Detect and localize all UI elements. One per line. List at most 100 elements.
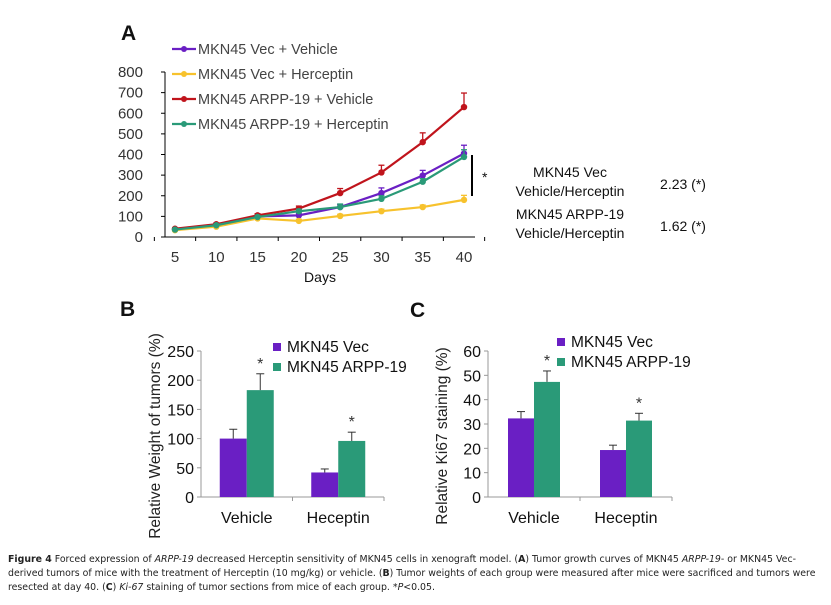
legend-item: MKN45 ARPP-19 xyxy=(273,359,407,376)
y-tick-label: 400 xyxy=(118,147,143,164)
legend-marker xyxy=(181,71,187,77)
x-tick-label: 40 xyxy=(456,249,473,266)
y-tick-label: 0 xyxy=(185,490,194,507)
data-point xyxy=(171,226,179,233)
caption-text: - or MKN45 Vec-derived tumors of mice wi… xyxy=(8,554,796,579)
data-point xyxy=(460,196,468,204)
y-tick-label: 0 xyxy=(135,229,143,246)
legend-label: MKN45 Vec + Vehicle xyxy=(198,42,338,58)
y-tick-label: 200 xyxy=(167,373,194,390)
y-tick-label: 50 xyxy=(176,461,194,478)
legend-swatch xyxy=(273,343,281,351)
caption-text: <0.05. xyxy=(403,582,435,593)
data-point xyxy=(419,203,426,211)
x-tick-label: 5 xyxy=(171,249,179,266)
data-point xyxy=(336,203,344,211)
caption-text: ) Tumor growth curves of MKN45 xyxy=(525,554,682,565)
y-tick-label: 20 xyxy=(463,441,481,458)
data-point xyxy=(419,138,426,146)
data-point xyxy=(254,213,261,221)
annotation-group-label: MKN45 Vec xyxy=(533,164,607,180)
y-axis-title: Relative Weight of tumors (%) xyxy=(147,333,164,539)
panel-label-a: A xyxy=(121,22,136,45)
y-tick-label: 500 xyxy=(118,126,143,143)
legend-label: MKN45 ARPP-19 xyxy=(287,359,407,376)
x-tick-label: Heceptin xyxy=(307,510,370,527)
y-tick-label: 200 xyxy=(118,188,143,205)
y-tick-label: 800 xyxy=(118,64,143,81)
bar xyxy=(534,381,560,497)
significance-star: * xyxy=(482,169,488,185)
x-tick-label: 35 xyxy=(414,249,431,266)
annotation-group-label: MKN45 ARPP-19 xyxy=(516,206,624,222)
bar xyxy=(246,390,274,497)
legend-swatch xyxy=(273,363,281,371)
y-tick-label: 60 xyxy=(463,344,481,361)
caption-panel-ref: B xyxy=(382,568,390,579)
y-axis-title: Relative Ki67 staining (%) xyxy=(434,347,451,524)
data-point xyxy=(213,222,220,229)
significance-star: * xyxy=(349,414,355,431)
significance-star: * xyxy=(636,395,642,412)
legend-item: MKN45 ARPP-19 + Herceptin xyxy=(172,117,389,133)
y-tick-label: 0 xyxy=(472,490,481,507)
legend-marker xyxy=(181,121,187,127)
y-tick-label: 100 xyxy=(118,208,143,225)
annotation-ratio-value: 1.62 (*) xyxy=(660,218,706,234)
data-point xyxy=(419,172,426,179)
bar xyxy=(508,418,534,497)
y-tick-label: 40 xyxy=(463,393,481,410)
panel-c-bar-chart: C 0 10 20 30 40 50 60 Relative Ki67 staining (%)… xyxy=(410,299,691,527)
y-tick-label: 250 xyxy=(167,344,194,361)
caption-label: Figure 4 xyxy=(8,554,52,565)
y-tick-label: 100 xyxy=(167,432,194,449)
caption-text: Forced expression of xyxy=(51,554,155,565)
caption-panel-ref: C xyxy=(105,582,113,593)
caption-p: P xyxy=(397,582,404,593)
y-tick-label: 50 xyxy=(463,368,481,385)
legend-label: MKN45 Vec xyxy=(571,334,653,351)
panel-a-line-chart: A 0 100 200 300 400 500 600 700 800 5 10 15 20 25 30 35 4… xyxy=(118,22,706,285)
panel-label-b: B xyxy=(120,298,135,321)
annotation-comparison-label: Vehicle/Herceptin xyxy=(516,183,625,199)
x-tick-label: 25 xyxy=(332,249,349,266)
x-tick-label: 10 xyxy=(208,249,225,266)
data-point xyxy=(460,153,468,161)
series-line xyxy=(174,198,465,232)
figure-caption: Figure 4 Forced expression of ARPP-19 de… xyxy=(8,553,824,595)
series-mkn45-arpp-19-herceptin xyxy=(171,149,468,233)
y-tick-label: 600 xyxy=(118,105,143,122)
caption-gene: Ki-67 xyxy=(119,582,144,593)
data-point xyxy=(378,189,385,197)
bar xyxy=(338,440,366,497)
bar xyxy=(626,420,652,497)
legend-label: MKN45 ARPP-19 xyxy=(571,354,691,371)
legend-marker xyxy=(181,96,187,102)
legend-item: MKN45 ARPP-19 xyxy=(557,354,691,371)
annotation-ratio-value: 2.23 (*) xyxy=(660,176,706,192)
legend-label: MKN45 ARPP-19 + Herceptin xyxy=(198,117,389,133)
data-point xyxy=(336,212,344,220)
data-point xyxy=(460,103,468,111)
series-line xyxy=(174,156,465,231)
legend-item: MKN45 Vec xyxy=(557,334,653,351)
bar xyxy=(311,472,339,497)
x-axis-title: Days xyxy=(304,269,336,285)
caption-text: ) xyxy=(112,582,120,593)
caption-text: ) Tumor weights of each group were measu… xyxy=(8,568,816,593)
caption-gene: ARPP-19 xyxy=(681,554,721,565)
data-point xyxy=(419,178,426,185)
x-tick-label: Vehicle xyxy=(221,510,273,527)
legend-label: MKN45 Vec xyxy=(287,339,369,356)
x-tick-label: 20 xyxy=(291,249,308,266)
y-tick-label: 700 xyxy=(118,85,143,102)
legend-label: MKN45 Vec + Herceptin xyxy=(198,67,353,83)
legend-item: MKN45 ARPP-19 + Vehicle xyxy=(172,92,373,108)
legend-item: MKN45 Vec + Herceptin xyxy=(172,67,353,83)
data-point xyxy=(378,195,385,203)
y-tick-label: 150 xyxy=(167,402,194,419)
y-tick-label: 300 xyxy=(118,167,143,184)
y-tick-label: 30 xyxy=(463,417,481,434)
